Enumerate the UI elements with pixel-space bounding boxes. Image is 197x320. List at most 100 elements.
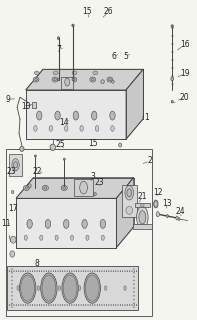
- Ellipse shape: [69, 270, 70, 272]
- Ellipse shape: [63, 275, 77, 301]
- Ellipse shape: [57, 37, 60, 39]
- Ellipse shape: [11, 190, 14, 194]
- Ellipse shape: [119, 143, 122, 147]
- Ellipse shape: [90, 270, 91, 272]
- Ellipse shape: [53, 304, 54, 306]
- Ellipse shape: [20, 304, 21, 306]
- Text: 3: 3: [90, 172, 95, 181]
- Bar: [135, 203, 150, 206]
- Ellipse shape: [125, 186, 134, 200]
- Ellipse shape: [67, 270, 68, 272]
- Ellipse shape: [78, 304, 79, 306]
- Ellipse shape: [133, 295, 134, 297]
- Text: 12: 12: [153, 188, 163, 197]
- Ellipse shape: [80, 181, 87, 194]
- Text: 7: 7: [56, 44, 61, 54]
- Ellipse shape: [122, 304, 123, 306]
- Ellipse shape: [76, 270, 77, 272]
- Ellipse shape: [72, 24, 74, 27]
- Ellipse shape: [23, 185, 30, 190]
- Ellipse shape: [12, 295, 13, 297]
- Ellipse shape: [20, 273, 36, 303]
- Bar: [6, 149, 152, 316]
- Ellipse shape: [131, 304, 132, 306]
- Ellipse shape: [27, 220, 32, 228]
- Ellipse shape: [37, 286, 39, 290]
- Ellipse shape: [134, 270, 135, 272]
- Ellipse shape: [12, 303, 13, 304]
- Ellipse shape: [83, 270, 84, 272]
- Ellipse shape: [41, 270, 42, 272]
- Ellipse shape: [127, 304, 128, 306]
- Ellipse shape: [101, 270, 102, 272]
- Ellipse shape: [30, 304, 31, 306]
- Ellipse shape: [104, 304, 105, 306]
- Ellipse shape: [67, 304, 68, 306]
- Ellipse shape: [101, 235, 104, 240]
- Bar: [7, 266, 138, 310]
- Ellipse shape: [18, 270, 19, 272]
- Ellipse shape: [69, 304, 70, 306]
- Ellipse shape: [48, 270, 49, 272]
- Ellipse shape: [113, 304, 114, 306]
- Ellipse shape: [118, 304, 119, 306]
- Ellipse shape: [124, 286, 126, 290]
- Ellipse shape: [11, 270, 12, 272]
- Text: 23: 23: [95, 178, 104, 187]
- Text: 15: 15: [88, 139, 98, 148]
- Ellipse shape: [94, 193, 96, 196]
- Ellipse shape: [106, 304, 107, 306]
- Bar: [122, 185, 137, 217]
- Ellipse shape: [12, 284, 13, 285]
- Polygon shape: [126, 69, 143, 139]
- Ellipse shape: [53, 71, 58, 75]
- Text: 1: 1: [144, 113, 149, 122]
- Ellipse shape: [9, 270, 10, 272]
- Ellipse shape: [44, 187, 47, 189]
- Polygon shape: [16, 178, 134, 198]
- Ellipse shape: [14, 304, 15, 306]
- Ellipse shape: [48, 304, 49, 306]
- Ellipse shape: [104, 270, 105, 272]
- Text: 17: 17: [8, 204, 18, 213]
- Ellipse shape: [136, 304, 137, 306]
- Ellipse shape: [44, 304, 45, 306]
- Ellipse shape: [12, 299, 13, 300]
- Text: 23: 23: [6, 167, 16, 176]
- Bar: [61, 77, 73, 89]
- Text: 21: 21: [138, 192, 147, 201]
- Ellipse shape: [64, 220, 69, 228]
- Ellipse shape: [64, 270, 65, 272]
- Ellipse shape: [90, 304, 91, 306]
- Ellipse shape: [44, 270, 45, 272]
- Ellipse shape: [126, 206, 133, 214]
- Ellipse shape: [53, 270, 54, 272]
- Ellipse shape: [60, 270, 61, 272]
- Text: 26: 26: [104, 7, 113, 16]
- Ellipse shape: [27, 270, 28, 272]
- Ellipse shape: [23, 270, 24, 272]
- Ellipse shape: [156, 212, 159, 217]
- Ellipse shape: [63, 187, 66, 189]
- Ellipse shape: [46, 270, 47, 272]
- Ellipse shape: [131, 270, 132, 272]
- Ellipse shape: [133, 291, 134, 293]
- Ellipse shape: [34, 304, 35, 306]
- Ellipse shape: [74, 304, 75, 306]
- Ellipse shape: [23, 304, 24, 306]
- Ellipse shape: [106, 270, 107, 272]
- Ellipse shape: [54, 78, 56, 81]
- Ellipse shape: [129, 304, 130, 306]
- Ellipse shape: [90, 77, 96, 82]
- Ellipse shape: [41, 273, 57, 303]
- Ellipse shape: [28, 184, 31, 188]
- Ellipse shape: [95, 125, 99, 131]
- Ellipse shape: [55, 235, 58, 240]
- Ellipse shape: [85, 275, 99, 301]
- Ellipse shape: [171, 100, 173, 103]
- Ellipse shape: [55, 270, 56, 272]
- Ellipse shape: [80, 125, 83, 131]
- Text: 10: 10: [21, 102, 31, 111]
- Ellipse shape: [12, 276, 13, 277]
- Ellipse shape: [99, 270, 100, 272]
